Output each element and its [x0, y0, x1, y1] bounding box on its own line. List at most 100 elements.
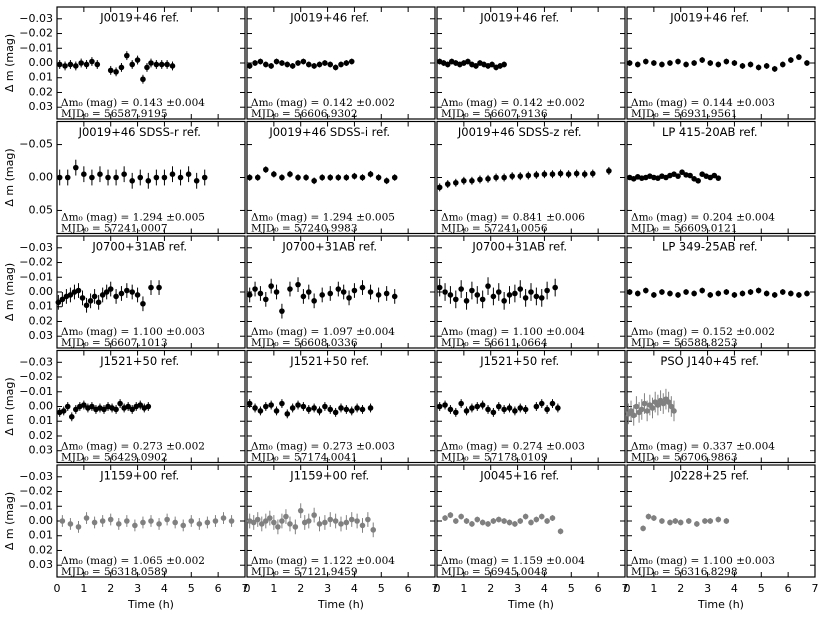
data-point — [338, 521, 344, 527]
data-point — [348, 516, 355, 523]
data-point — [495, 403, 502, 410]
annotation: Δm₀ (mag) = 1.065 ±0.002 — [61, 555, 205, 567]
data-point — [322, 60, 328, 66]
annotation: Δm₀ (mag) = 0.274 ±0.003 — [441, 441, 585, 453]
data-point — [332, 64, 339, 71]
data-point — [335, 286, 342, 292]
y-tick-label: −0.01 — [19, 385, 53, 398]
data-point — [544, 518, 550, 524]
data-point — [458, 286, 464, 292]
data-point — [81, 171, 87, 178]
data-point — [707, 60, 714, 66]
data-point — [723, 518, 730, 524]
data-point — [140, 519, 146, 526]
data-point — [544, 287, 550, 294]
annotation: MJD₀ = 56607.9136 — [441, 108, 548, 120]
data-point — [75, 287, 82, 294]
data-point — [763, 63, 770, 69]
data-point — [557, 528, 564, 535]
data-point — [311, 298, 317, 304]
data-point — [544, 406, 550, 413]
data-point — [68, 414, 75, 420]
data-point — [103, 289, 110, 295]
data-point — [367, 405, 374, 411]
data-point — [89, 58, 95, 65]
data-point — [81, 402, 87, 408]
data-point — [287, 286, 293, 292]
data-point — [788, 290, 794, 297]
data-point — [643, 287, 649, 294]
data-point — [107, 516, 114, 523]
data-point — [634, 290, 641, 297]
x-tick-label: 6 — [785, 582, 792, 595]
data-point — [683, 61, 689, 68]
data-point — [367, 289, 374, 295]
panel-title: J1521+50 ref. — [99, 354, 179, 368]
data-point — [295, 402, 301, 408]
data-point — [117, 400, 123, 407]
panel-title: J0700+31AB ref. — [471, 240, 567, 254]
data-point — [665, 399, 672, 405]
y-tick-label: 0.01 — [29, 529, 54, 542]
data-point — [273, 408, 280, 414]
data-point — [679, 169, 685, 176]
data-point — [359, 284, 366, 291]
data-point — [517, 173, 524, 179]
data-point — [338, 61, 344, 68]
data-point — [275, 524, 281, 530]
data-point — [695, 177, 701, 184]
x-tick-label: 3 — [514, 582, 521, 595]
data-point — [506, 405, 513, 411]
data-point — [375, 174, 382, 181]
data-point — [153, 174, 160, 181]
data-point — [715, 290, 722, 297]
data-point — [453, 518, 459, 524]
data-point — [64, 403, 71, 410]
x-tick-label: 1 — [460, 582, 467, 595]
data-point — [469, 177, 475, 184]
y-tick-label: 0.02 — [29, 429, 54, 442]
y-tick-label: −0.01 — [19, 270, 53, 283]
data-point — [134, 57, 141, 63]
data-point — [626, 289, 633, 295]
data-point — [75, 524, 82, 530]
data-point — [343, 174, 350, 181]
data-point — [60, 408, 67, 414]
data-point — [250, 519, 257, 526]
panel-title: J0019+46 SDSS-i ref. — [268, 125, 390, 139]
panel-title: J0019+46 ref. — [669, 11, 749, 25]
data-point — [246, 174, 253, 181]
data-point — [533, 172, 540, 178]
data-point — [447, 292, 454, 298]
y-tick-label: −0.01 — [19, 499, 53, 512]
panel-title: J0019+46 SDSS-z ref. — [457, 125, 582, 139]
data-point — [132, 522, 138, 529]
annotation: Δm₀ (mag) = 1.100 ±0.004 — [441, 326, 585, 338]
annotation: Δm₀ (mag) = 0.144 ±0.003 — [631, 97, 775, 109]
annotation: Δm₀ (mag) = 1.097 ±0.004 — [251, 326, 395, 338]
annotation: MJD₀ = 56611.0664 — [441, 337, 548, 349]
y-tick-label: 0.00 — [29, 285, 54, 298]
data-point — [263, 403, 269, 410]
data-point — [533, 293, 540, 300]
data-point — [771, 292, 778, 298]
data-point — [469, 287, 475, 294]
data-point — [118, 290, 125, 297]
data-point — [297, 507, 304, 514]
data-point — [469, 521, 475, 527]
x-tick-label: 2 — [297, 582, 304, 595]
data-point — [668, 403, 675, 410]
data-point — [279, 308, 285, 314]
data-point — [659, 518, 665, 524]
data-point — [113, 69, 119, 75]
data-point — [549, 171, 556, 178]
data-point — [311, 405, 317, 411]
data-point — [91, 293, 98, 300]
x-tick-label: 0 — [434, 582, 441, 595]
data-point — [268, 63, 274, 69]
data-point — [538, 400, 545, 407]
x-tick-label: 1 — [80, 582, 87, 595]
data-point — [555, 405, 561, 411]
x-tick-label: 6 — [215, 582, 222, 595]
data-point — [549, 515, 556, 521]
